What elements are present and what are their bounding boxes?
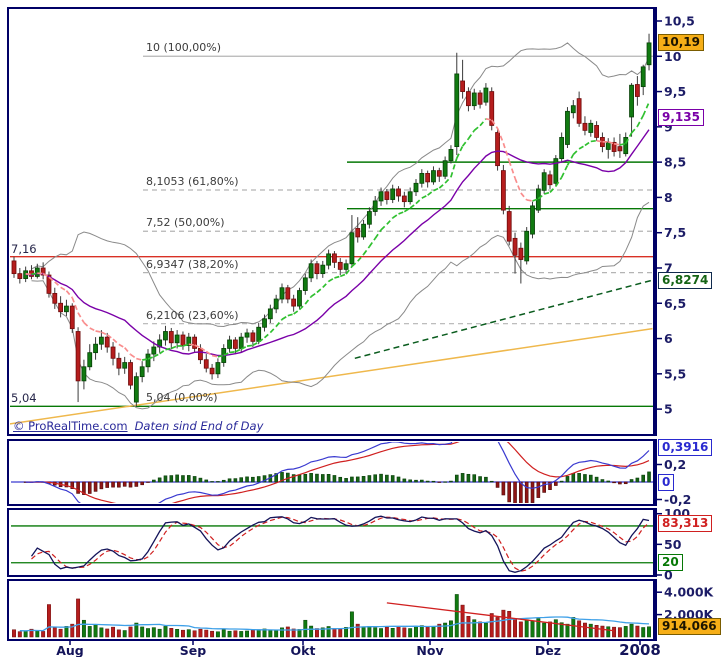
macd-value-badge: 0,3916 bbox=[658, 439, 713, 457]
stochastic-level-badge: 20 bbox=[658, 554, 683, 572]
bollinger-lower-band bbox=[31, 201, 650, 410]
svg-text:5,5: 5,5 bbox=[664, 366, 686, 381]
main-price-panel bbox=[10, 33, 653, 425]
svg-text:-0,2: -0,2 bbox=[664, 492, 691, 507]
x-axis-label-2008: 2008 bbox=[619, 641, 661, 657]
svg-text:10,5: 10,5 bbox=[664, 14, 695, 29]
stochastic-k-line bbox=[30, 515, 650, 573]
candles-layer bbox=[11, 33, 652, 407]
support-price-label: 5,04 bbox=[11, 391, 39, 406]
volume-value-badge: 914.066 bbox=[658, 618, 721, 636]
last-price-badge: 10,19 bbox=[658, 34, 704, 52]
svg-text:0,2: 0,2 bbox=[664, 457, 686, 472]
x-axis-label-okt: Okt bbox=[290, 643, 316, 657]
resistance-price-label: 7,16 bbox=[11, 241, 39, 256]
moving-average-badge: 9,135 bbox=[658, 108, 704, 126]
data-source-note: Daten sind End of Day bbox=[134, 419, 264, 433]
volume-panel bbox=[12, 594, 651, 638]
fib-label-0: 5,04 (0,00%) bbox=[146, 391, 218, 405]
fib-label-23-6: 6,2106 (23,60%) bbox=[146, 308, 239, 322]
prorealtime-link[interactable]: © ProRealTime.com bbox=[13, 419, 128, 433]
x-axis-label-nov: Nov bbox=[416, 643, 444, 657]
svg-text:4.000K: 4.000K bbox=[664, 585, 715, 600]
macd-panel bbox=[11, 442, 653, 503]
volume-ma-line bbox=[19, 616, 650, 632]
stochastic-d-line bbox=[31, 516, 650, 572]
stochastic-panel bbox=[11, 515, 653, 573]
x-axis-label-sep: Sep bbox=[179, 643, 207, 657]
x-axis-label-aug: Aug bbox=[56, 643, 84, 657]
macd-zero-badge: 0 bbox=[658, 473, 675, 491]
fib-label-38-2: 6,9347 (38,20%) bbox=[146, 257, 239, 271]
svg-text:9,5: 9,5 bbox=[664, 84, 686, 99]
svg-text:8: 8 bbox=[664, 190, 673, 205]
svg-text:50: 50 bbox=[664, 537, 682, 552]
bollinger-upper-band bbox=[31, 42, 650, 328]
svg-text:0: 0 bbox=[664, 568, 673, 583]
stochastic-value-badge: 83,313 bbox=[658, 515, 713, 533]
macd-line bbox=[25, 442, 650, 503]
fib-label-100: 10 (100,00%) bbox=[146, 41, 222, 55]
svg-text:8,5: 8,5 bbox=[664, 155, 686, 170]
fib-label-61-8: 8,1053 (61,80%) bbox=[146, 174, 239, 188]
copyright-line: © ProRealTime.com Daten sind End of Day bbox=[13, 419, 263, 433]
svg-text:7,5: 7,5 bbox=[664, 225, 686, 240]
svg-text:6: 6 bbox=[664, 331, 673, 346]
sma-20-line bbox=[25, 129, 650, 357]
svg-text:7: 7 bbox=[664, 260, 673, 275]
volume-trendline bbox=[386, 602, 615, 632]
trendline-value-badge: 6,8274 bbox=[658, 271, 713, 289]
svg-text:5: 5 bbox=[664, 402, 673, 417]
macd-signal-line bbox=[25, 442, 650, 503]
fib-label-50: 7,52 (50,00%) bbox=[146, 216, 225, 230]
x-axis-label-dez: Dez bbox=[534, 643, 562, 657]
svg-text:6,5: 6,5 bbox=[664, 296, 686, 311]
svg-text:10: 10 bbox=[664, 49, 682, 64]
svg-text:9: 9 bbox=[664, 119, 673, 134]
